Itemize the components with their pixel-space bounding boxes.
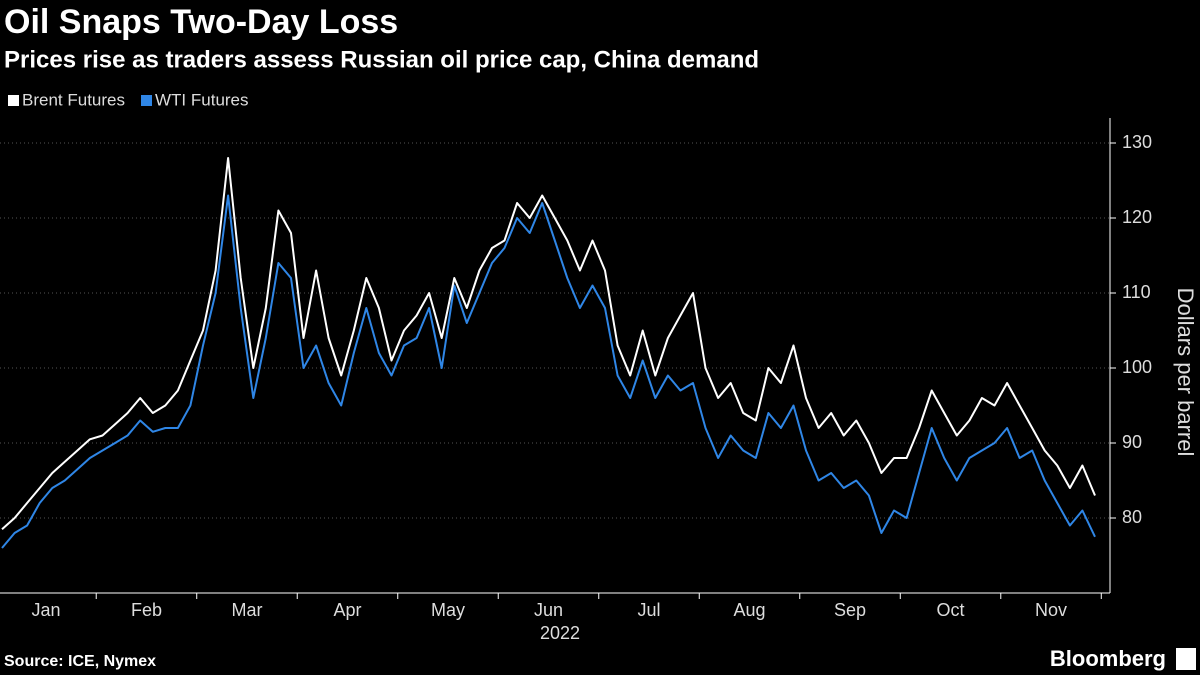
line-1 bbox=[1, 194, 1096, 549]
brand: Bloomberg bbox=[1050, 646, 1166, 671]
x-axis-label: 2022 bbox=[540, 623, 580, 643]
source: Source: ICE, Nymex bbox=[4, 653, 156, 670]
x-tick-label: Jul bbox=[637, 600, 660, 620]
y-tick-label: 130 bbox=[1122, 132, 1152, 152]
x-tick-label: Mar bbox=[231, 600, 262, 620]
x-tick-label: Aug bbox=[733, 600, 765, 620]
x-tick-label: Sep bbox=[834, 600, 866, 620]
x-tick-label: May bbox=[431, 600, 465, 620]
y-tick-label: 100 bbox=[1122, 357, 1152, 377]
x-tick-label: Apr bbox=[333, 600, 361, 620]
x-tick-label: Jun bbox=[534, 600, 563, 620]
brand-icon bbox=[1176, 648, 1196, 670]
x-tick-label: Nov bbox=[1035, 600, 1067, 620]
legend-swatch bbox=[8, 95, 19, 106]
y-axis-label: Dollars per barrel bbox=[1173, 288, 1198, 457]
y-tick-label: 80 bbox=[1122, 507, 1142, 527]
x-tick-label: Feb bbox=[131, 600, 162, 620]
chart-title: Oil Snaps Two-Day Loss bbox=[4, 3, 398, 41]
legend-label: WTI Futures bbox=[155, 90, 249, 109]
x-tick-label: Oct bbox=[937, 600, 965, 620]
line-0 bbox=[1, 157, 1096, 531]
legend-swatch bbox=[141, 95, 152, 106]
chart-subtitle: Prices rise as traders assess Russian oi… bbox=[4, 46, 759, 73]
legend-label: Brent Futures bbox=[22, 90, 125, 109]
y-tick-label: 110 bbox=[1122, 282, 1151, 302]
y-tick-label: 120 bbox=[1122, 207, 1152, 227]
y-tick-label: 90 bbox=[1122, 432, 1142, 452]
x-tick-label: Jan bbox=[31, 600, 60, 620]
